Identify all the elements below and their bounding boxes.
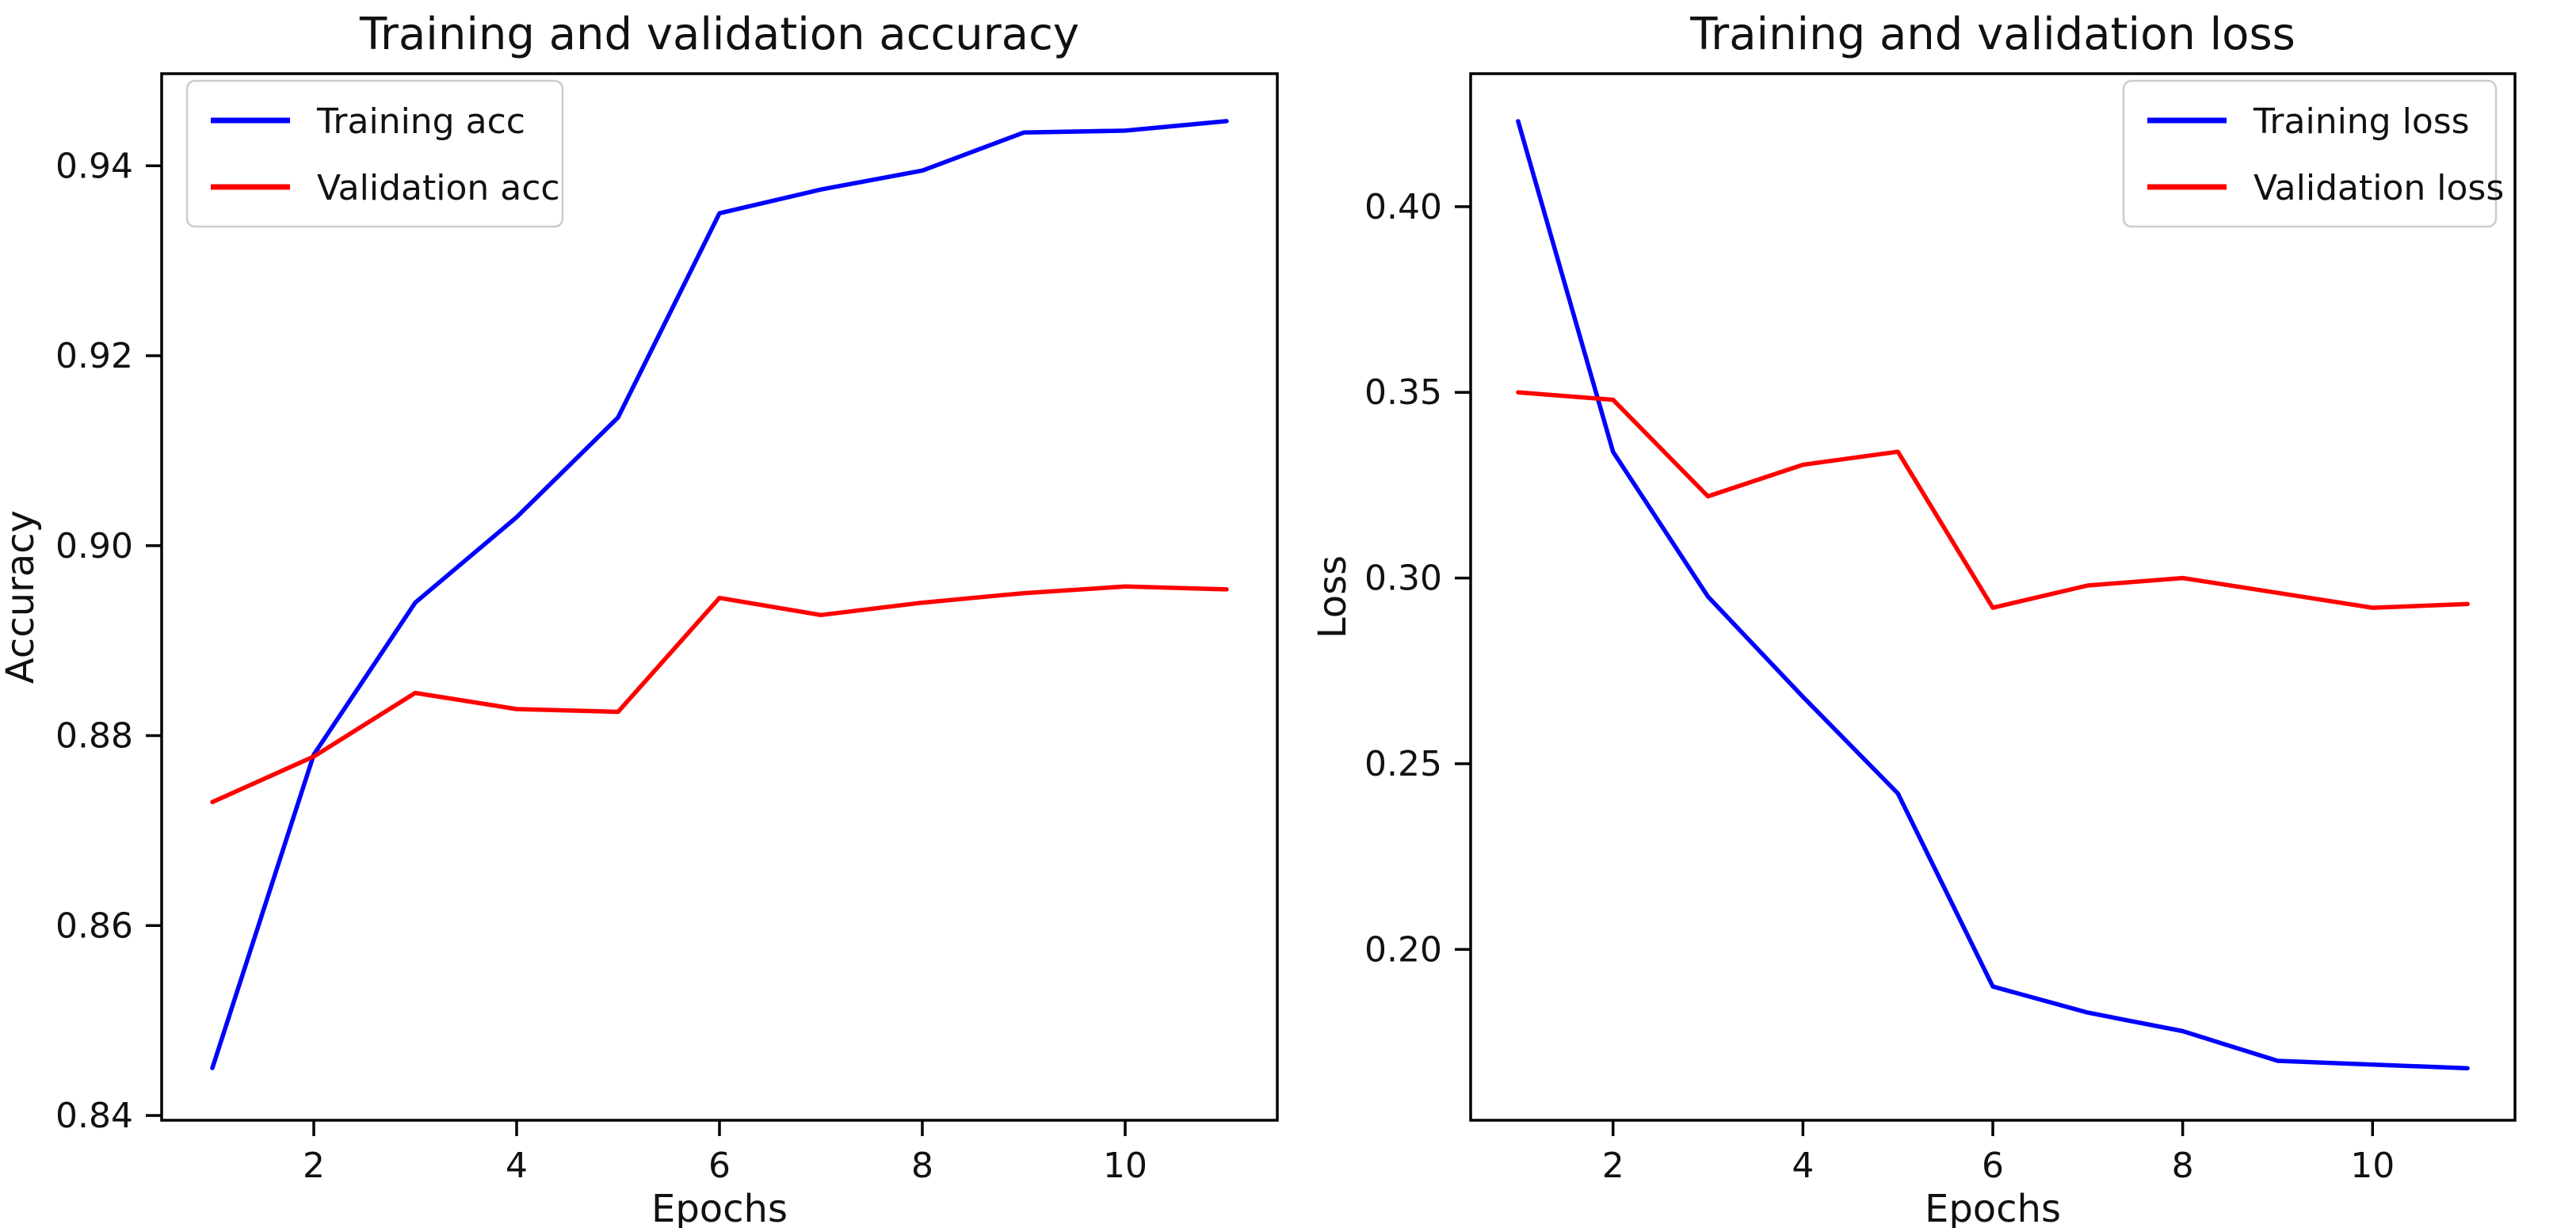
validation-loss-line: [1516, 390, 2470, 610]
x-tick-label: 6: [708, 1146, 731, 1186]
training-acc-line: [210, 119, 1229, 1070]
x-axis-label: Epochs: [1925, 1187, 2061, 1228]
y-tick-label: 0.84: [55, 1096, 133, 1136]
plot-area: [1469, 72, 2517, 1122]
x-tick-label: 4: [506, 1146, 528, 1186]
legend-label: Training acc: [316, 101, 525, 142]
legend: Training acc Validation acc: [185, 79, 564, 228]
legend-box: [185, 79, 564, 228]
loss-chart-figure: Training and validation loss 2 4 6 8 10 0.20 0.…: [1288, 0, 2576, 1228]
y-tick-label: 0.25: [1364, 744, 1442, 784]
y-tick-label: 0.86: [55, 906, 133, 946]
y-axis-label: Accuracy: [0, 510, 43, 684]
y-tick-label: 0.90: [55, 526, 133, 566]
chart-title: Training and validation accuracy: [359, 9, 1079, 60]
y-tick-label: 0.92: [55, 336, 133, 376]
y-tick-label: 0.30: [1364, 559, 1442, 599]
x-tick-label: 10: [2350, 1146, 2395, 1186]
accuracy-chart-figure: Training and validation accuracy 2 4 6 8 10 0.…: [0, 9, 1279, 1228]
x-tick-label: 2: [303, 1146, 325, 1186]
y-tick-label: 0.20: [1364, 929, 1442, 970]
training-loss-line: [1516, 119, 2470, 1071]
legend-label: Validation loss: [2254, 168, 2504, 208]
x-tick-label: 4: [1792, 1146, 1814, 1186]
loss-chart: Training and validation loss 2 4 6 8 10 0.20 0.…: [1311, 9, 2517, 1228]
x-tick-label: 2: [1602, 1146, 1624, 1186]
validation-acc-line: [210, 584, 1229, 805]
y-tick-label: 0.94: [55, 146, 133, 186]
y-axis-label: Loss: [1311, 555, 1355, 639]
x-tick-label: 10: [1103, 1146, 1147, 1186]
legend-box: [2122, 79, 2498, 228]
chart-title: Training and validation loss: [1689, 9, 2296, 60]
legend-label: Validation acc: [317, 168, 560, 208]
x-axis-label: Epochs: [651, 1187, 788, 1228]
y-tick-label: 0.40: [1364, 187, 1442, 227]
x-tick-label: 8: [911, 1146, 933, 1186]
legend: Training loss Validation loss: [2122, 79, 2504, 228]
accuracy-chart: Training and validation accuracy 2 4 6 8 10 0.…: [0, 9, 1279, 1228]
legend-label: Training loss: [2253, 101, 2470, 142]
x-tick-label: 8: [2172, 1146, 2194, 1186]
y-tick-label: 0.35: [1364, 372, 1442, 413]
y-tick-label: 0.88: [55, 716, 133, 757]
x-tick-label: 6: [1982, 1146, 2004, 1186]
